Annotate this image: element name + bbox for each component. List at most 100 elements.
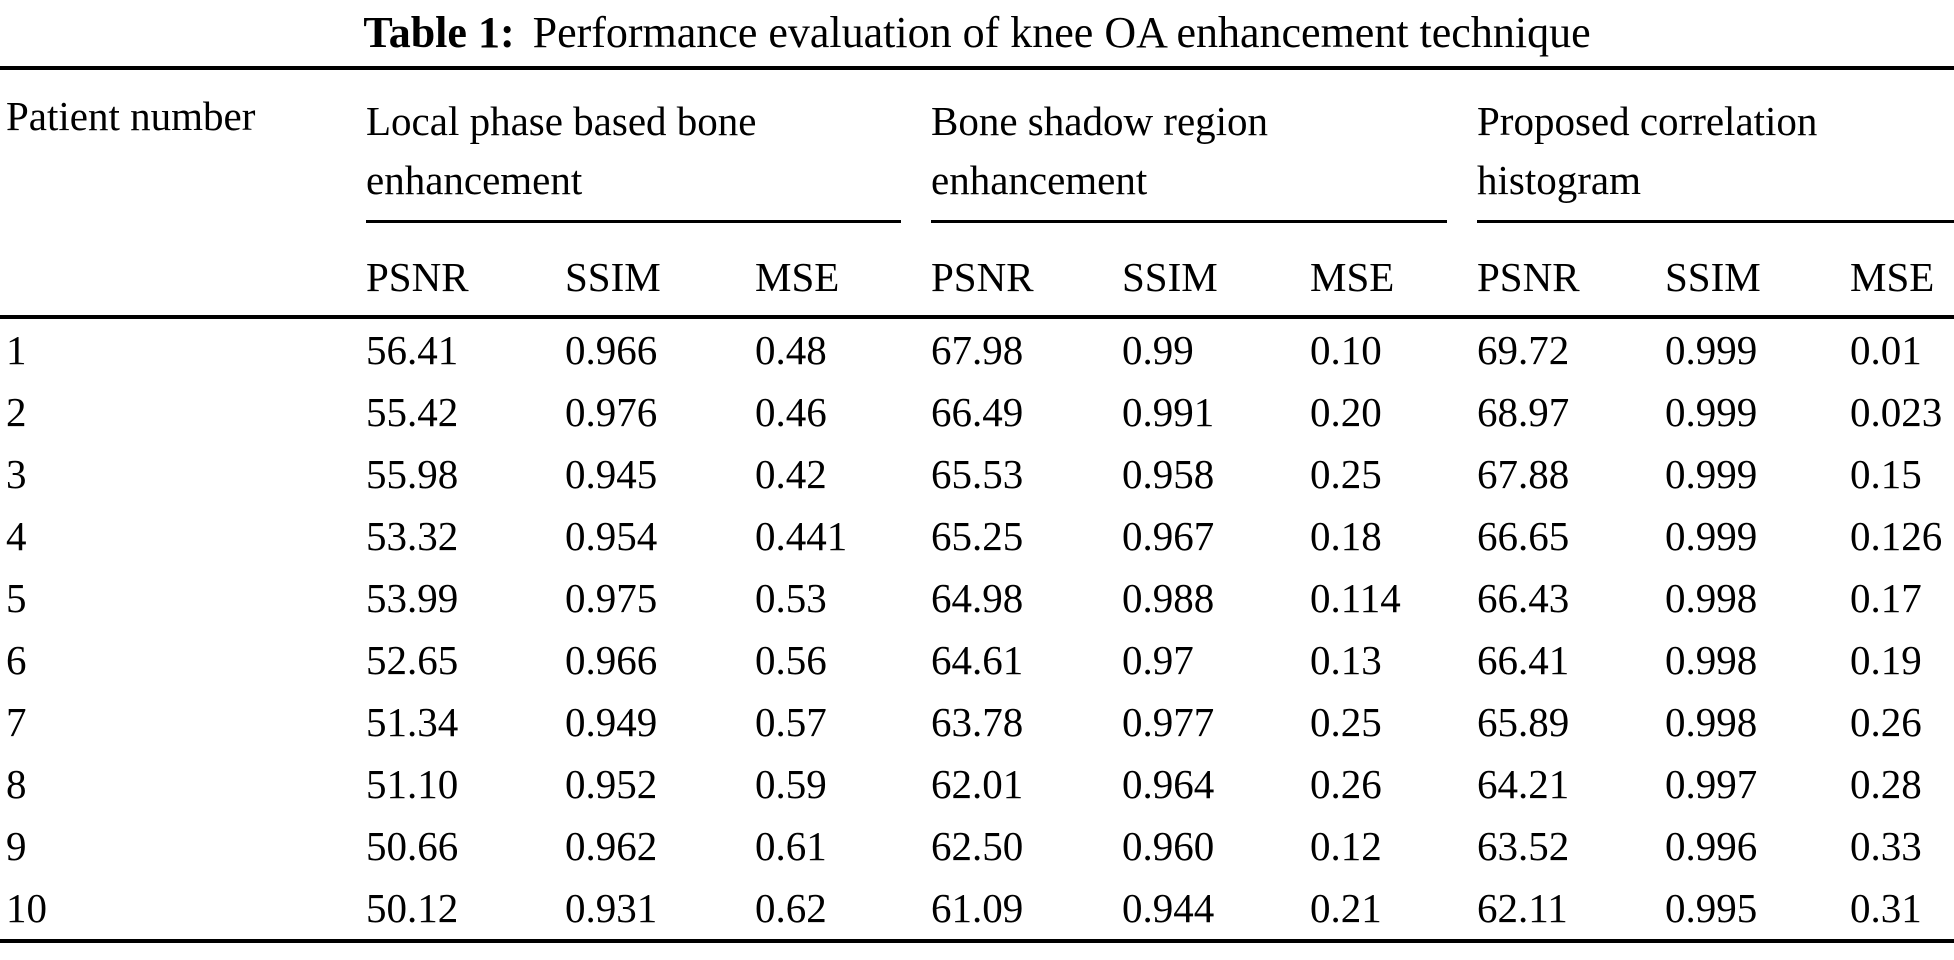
metric-column-header: MSE bbox=[1850, 223, 1954, 319]
metric-value-cell: 0.19 bbox=[1850, 637, 1922, 683]
group-header-row: Patient number Local phase based bone en… bbox=[0, 68, 1954, 319]
metric-value-cell: 69.72 bbox=[1477, 327, 1570, 373]
table-row: 9 50.66 0.962 0.61 62.50 0.960 0.12 63.52 0.996 0… bbox=[0, 815, 1954, 877]
group-label: Local phase based bone enhancement bbox=[366, 98, 757, 203]
metric-value-cell: 0.999 bbox=[1665, 451, 1758, 497]
table-caption-label: Table 1: bbox=[363, 8, 515, 57]
metric-value-cell: 0.988 bbox=[1122, 575, 1215, 621]
table-row: 6 52.65 0.966 0.56 64.61 0.97 0.13 66.41 0.998 0.… bbox=[0, 629, 1954, 691]
metric-value-cell: 0.25 bbox=[1310, 699, 1382, 745]
table-caption: Table 1: Performance evaluation of knee O… bbox=[0, 0, 1954, 66]
patient-number-cell: 7 bbox=[6, 699, 27, 745]
metric-column-header: SSIM bbox=[1122, 223, 1310, 319]
metric-value-cell: 66.43 bbox=[1477, 575, 1570, 621]
metric-value-cell: 0.949 bbox=[565, 699, 658, 745]
metric-value-cell: 0.28 bbox=[1850, 761, 1922, 807]
metric-value-cell: 0.964 bbox=[1122, 761, 1215, 807]
table-row: 8 51.10 0.952 0.59 62.01 0.964 0.26 64.21 0.997 0… bbox=[0, 753, 1954, 815]
table-caption-text: Performance evaluation of knee OA enhanc… bbox=[532, 8, 1591, 57]
metric-value-cell: 0.18 bbox=[1310, 513, 1382, 559]
metric-value-cell: 0.952 bbox=[565, 761, 658, 807]
metric-column-header: SSIM bbox=[1665, 223, 1850, 319]
patient-number-cell: 10 bbox=[6, 885, 47, 931]
metric-column-header: PSNR bbox=[931, 223, 1122, 319]
metric-value-cell: 0.999 bbox=[1665, 327, 1758, 373]
metric-value-cell: 0.023 bbox=[1850, 389, 1943, 435]
patient-number-cell: 5 bbox=[6, 575, 27, 621]
metric-value-cell: 53.99 bbox=[366, 575, 459, 621]
group-header-bone-shadow: Bone shadow region enhancement bbox=[931, 68, 1477, 223]
table-row: 5 53.99 0.975 0.53 64.98 0.988 0.114 66.43 0.998… bbox=[0, 567, 1954, 629]
metric-value-cell: 64.98 bbox=[931, 575, 1024, 621]
metric-value-cell: 67.88 bbox=[1477, 451, 1570, 497]
metric-value-cell: 55.98 bbox=[366, 451, 459, 497]
metric-value-cell: 0.967 bbox=[1122, 513, 1215, 559]
metric-value-cell: 0.999 bbox=[1665, 513, 1758, 559]
metric-value-cell: 61.09 bbox=[931, 885, 1024, 931]
metric-value-cell: 0.114 bbox=[1310, 575, 1401, 621]
metric-value-cell: 0.945 bbox=[565, 451, 658, 497]
metric-column-header: SSIM bbox=[565, 223, 755, 319]
group-label: Proposed correlation histogram bbox=[1477, 98, 1818, 203]
table-body: 1 56.41 0.966 0.48 67.98 0.99 0.10 69.72 0.999 0.… bbox=[0, 317, 1954, 941]
metric-value-cell: 0.976 bbox=[565, 389, 658, 435]
metric-value-cell: 0.21 bbox=[1310, 885, 1382, 931]
metric-value-cell: 0.998 bbox=[1665, 575, 1758, 621]
metric-value-cell: 63.78 bbox=[931, 699, 1024, 745]
performance-table: Patient number Local phase based bone en… bbox=[0, 66, 1954, 943]
metric-value-cell: 0.944 bbox=[1122, 885, 1215, 931]
metric-value-cell: 66.41 bbox=[1477, 637, 1570, 683]
metric-value-cell: 0.20 bbox=[1310, 389, 1382, 435]
patient-number-cell: 4 bbox=[6, 513, 27, 559]
group-label: Bone shadow region enhancement bbox=[931, 98, 1269, 203]
metric-value-cell: 0.995 bbox=[1665, 885, 1758, 931]
metric-value-cell: 0.48 bbox=[755, 327, 827, 373]
metric-value-cell: 0.26 bbox=[1850, 699, 1922, 745]
metric-value-cell: 0.01 bbox=[1850, 327, 1922, 373]
metric-value-cell: 0.12 bbox=[1310, 823, 1382, 869]
table-row: 2 55.42 0.976 0.46 66.49 0.991 0.20 68.97 0.999 0… bbox=[0, 381, 1954, 443]
metric-value-cell: 62.50 bbox=[931, 823, 1024, 869]
metric-value-cell: 0.962 bbox=[565, 823, 658, 869]
patient-number-cell: 3 bbox=[6, 451, 27, 497]
metric-value-cell: 0.57 bbox=[755, 699, 827, 745]
metric-value-cell: 0.97 bbox=[1122, 637, 1194, 683]
metric-value-cell: 0.62 bbox=[755, 885, 827, 931]
metric-column-header: MSE bbox=[755, 223, 931, 319]
metric-value-cell: 52.65 bbox=[366, 637, 459, 683]
metric-value-cell: 0.996 bbox=[1665, 823, 1758, 869]
metric-value-cell: 0.56 bbox=[755, 637, 827, 683]
metric-value-cell: 0.59 bbox=[755, 761, 827, 807]
metric-value-cell: 0.998 bbox=[1665, 637, 1758, 683]
metric-column-header: MSE bbox=[1310, 223, 1477, 319]
metric-value-cell: 0.998 bbox=[1665, 699, 1758, 745]
metric-value-cell: 68.97 bbox=[1477, 389, 1570, 435]
group-underline bbox=[1477, 210, 1954, 223]
patient-number-header: Patient number bbox=[0, 68, 366, 319]
metric-value-cell: 0.17 bbox=[1850, 575, 1922, 621]
metric-value-cell: 0.966 bbox=[565, 637, 658, 683]
metric-value-cell: 0.999 bbox=[1665, 389, 1758, 435]
table-row: 1 56.41 0.966 0.48 67.98 0.99 0.10 69.72 0.999 0.… bbox=[0, 317, 1954, 381]
metric-value-cell: 0.42 bbox=[755, 451, 827, 497]
metric-value-cell: 63.52 bbox=[1477, 823, 1570, 869]
metric-value-cell: 56.41 bbox=[366, 327, 459, 373]
metric-value-cell: 0.13 bbox=[1310, 637, 1382, 683]
metric-value-cell: 0.25 bbox=[1310, 451, 1382, 497]
metric-value-cell: 0.991 bbox=[1122, 389, 1215, 435]
metric-value-cell: 0.61 bbox=[755, 823, 827, 869]
metric-value-cell: 66.65 bbox=[1477, 513, 1570, 559]
metric-value-cell: 50.12 bbox=[366, 885, 459, 931]
metric-value-cell: 0.960 bbox=[1122, 823, 1215, 869]
metric-value-cell: 50.66 bbox=[366, 823, 459, 869]
metric-value-cell: 0.10 bbox=[1310, 327, 1382, 373]
metric-value-cell: 65.25 bbox=[931, 513, 1024, 559]
metric-value-cell: 0.977 bbox=[1122, 699, 1215, 745]
metric-value-cell: 51.10 bbox=[366, 761, 459, 807]
patient-number-cell: 2 bbox=[6, 389, 27, 435]
metric-value-cell: 0.975 bbox=[565, 575, 658, 621]
metric-value-cell: 0.126 bbox=[1850, 513, 1943, 559]
metric-value-cell: 0.441 bbox=[755, 513, 848, 559]
patient-number-cell: 8 bbox=[6, 761, 27, 807]
